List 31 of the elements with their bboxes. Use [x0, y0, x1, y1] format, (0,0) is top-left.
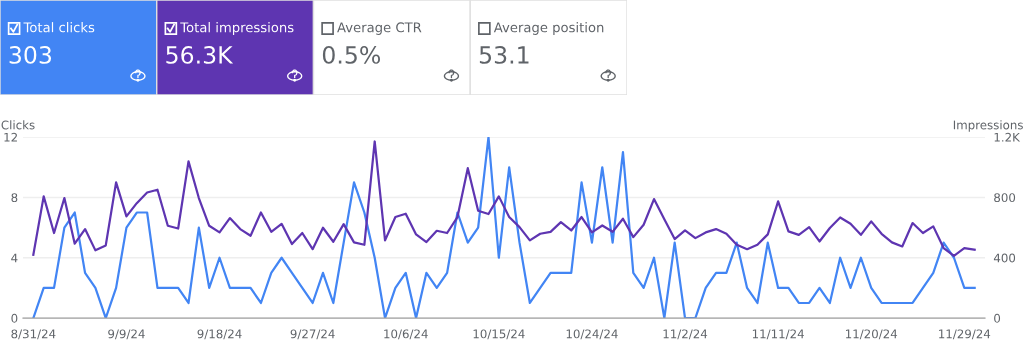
x-tick-label: 11/2/24 [663, 329, 708, 340]
x-tick-label: 11/11/24 [752, 329, 804, 340]
x-tick-label: 11/20/24 [846, 329, 898, 340]
x-tick-label: 9/18/24 [197, 329, 242, 340]
y-tick-label: 0 [11, 313, 18, 323]
x-tick-label: 10/24/24 [566, 329, 618, 340]
y2-tick-label: 0 [994, 313, 1001, 323]
y-tick-label: 4 [11, 253, 18, 263]
x-tick-label: 9/9/24 [108, 329, 145, 340]
x-tick-label: 8/31/24 [11, 329, 56, 340]
text: 56.3K [166, 45, 234, 64]
y-axis-title: Clicks [1, 120, 35, 130]
text: Total impressions [180, 22, 294, 35]
text: Total clicks [23, 22, 95, 33]
x-tick-label: 9/27/24 [290, 329, 335, 340]
text: Average position [493, 22, 604, 35]
x-tick-label: 10/6/24 [384, 329, 428, 340]
x-tick-label: 11/29/24 [939, 329, 991, 340]
text: 303 [9, 45, 52, 64]
y2-tick-label: 400 [993, 253, 1016, 263]
y-tick-label: 8 [11, 193, 18, 203]
y2-tick-label: 1.2K [994, 132, 1021, 142]
text: 0.5% [322, 45, 381, 64]
text: Average CTR [337, 22, 422, 35]
line-series [32, 137, 976, 319]
y2-axis-title: Impressions [953, 120, 1023, 132]
text: 53.1 [479, 45, 529, 64]
y2-tick-label: 800 [994, 193, 1016, 203]
x-tick-label: 10/15/24 [473, 329, 525, 340]
line-series [32, 140, 976, 257]
y-tick-label: 12 [4, 132, 17, 142]
